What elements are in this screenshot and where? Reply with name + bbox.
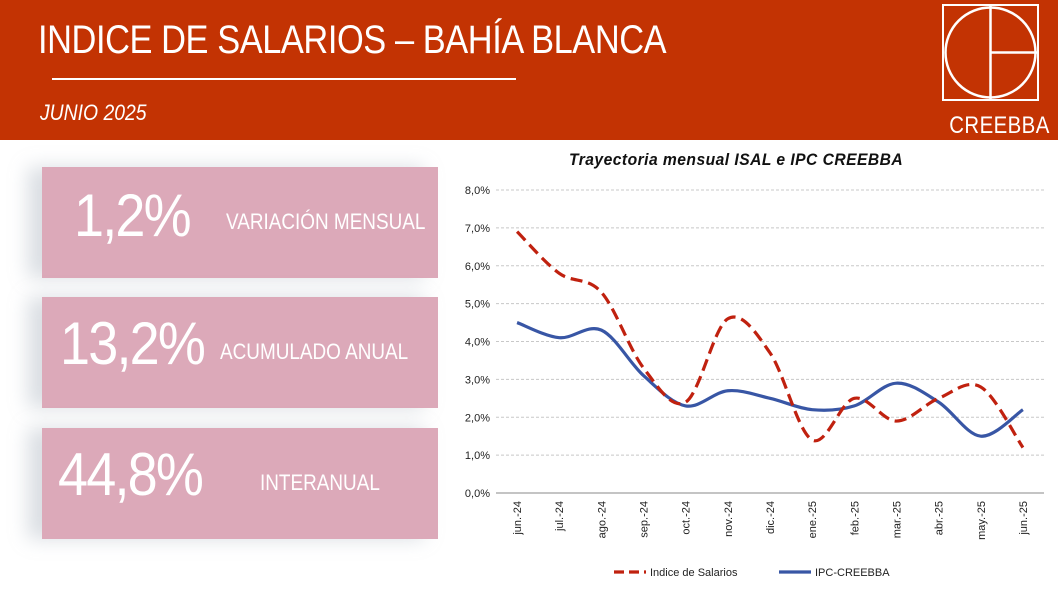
x-tick-label: ago.-24 [596,501,608,538]
logo-emblem [942,4,1039,101]
year-on-year-label: INTERANUAL [260,470,380,495]
y-tick-label: 3,0% [465,374,490,386]
line-chart: 0,0% 1,0% 2,0% 3,0% 4,0% 5,0% 6,0% 7,0% 8,0% jun… [465,185,1044,579]
year-on-year-panel: 44,8% INTERANUAL [42,428,438,539]
year-on-year-value: 44,8% [58,441,204,508]
annual-accumulated-value: 13,2% [60,310,206,377]
y-tick-label: 0,0% [465,488,490,500]
x-tick-label: oct.-24 [681,501,693,535]
legend-label-ipc: IPC-CREEBBA [815,567,890,579]
y-tick-label: 6,0% [465,261,490,273]
y-tick-label: 2,0% [465,412,490,424]
x-tick-label: sep.-24 [639,501,651,538]
y-tick-label: 4,0% [465,337,490,349]
y-tick-label: 7,0% [465,223,490,235]
page-title: INDICE DE SALARIOS – BAHÍA BLANCA [38,18,667,62]
x-tick-label: dic.-24 [765,501,777,534]
x-tick-label: jun.-24 [512,501,524,536]
header-banner: INDICE DE SALARIOS – BAHÍA BLANCA JUNIO … [0,0,1058,140]
y-tick-label: 5,0% [465,299,490,311]
x-tick-label: jul.-24 [554,501,566,532]
ipc-series-line [516,321,1024,438]
monthly-variation-label: VARIACIÓN MENSUAL [226,209,426,234]
x-tick-label: ene.-25 [807,501,819,538]
x-tick-label: abr.-25 [934,501,946,535]
x-tick-label: feb.-25 [849,501,861,535]
annual-accumulated-label: ACUMULADO ANUAL [220,339,409,364]
x-tick-label: may.-25 [976,501,988,540]
chart-title: Trayectoria mensual ISAL e IPC CREEBBA [569,150,904,169]
annual-accumulated-panel: 13,2% ACUMULADO ANUAL [42,297,438,408]
x-tick-label: jun.-25 [1018,501,1030,536]
y-tick-label: 8,0% [465,185,490,197]
x-tick-label: nov.-24 [723,501,735,537]
monthly-variation-value: 1,2% [74,182,192,249]
monthly-variation-panel: 1,2% VARIACIÓN MENSUAL [42,167,438,278]
y-tick-label: 1,0% [465,450,490,462]
logo-text: CREEBBA [949,112,1050,139]
legend-label-salary: Indice de Salarios [650,567,738,579]
logo-emblem-icon [944,6,1037,99]
salary-index-series-line [515,230,1025,449]
page-subtitle: JUNIO 2025 [40,100,147,125]
creebba-logo: CREEBBA [942,4,1050,140]
x-tick-label: mar.-25 [891,501,903,538]
title-underline [52,78,516,80]
